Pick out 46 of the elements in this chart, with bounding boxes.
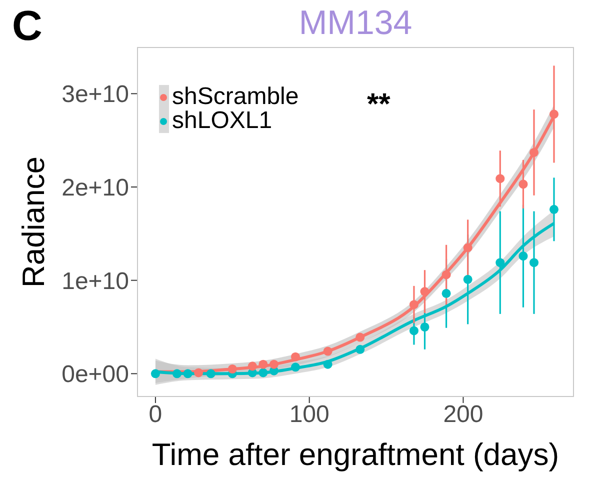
point <box>258 360 268 369</box>
y-tick-label: 1e+10 <box>62 268 129 295</box>
text: C <box>12 2 42 50</box>
point <box>323 346 332 356</box>
point <box>269 360 278 369</box>
x-tick-label: 0 <box>148 401 162 428</box>
legend-label: shScramble <box>172 83 299 110</box>
point <box>518 252 528 261</box>
point <box>463 243 472 252</box>
point <box>409 326 418 336</box>
point <box>248 362 257 371</box>
point <box>150 369 160 378</box>
point <box>549 204 559 214</box>
point <box>183 369 192 378</box>
point <box>518 180 528 189</box>
x-axis-title: Time after engraftment (days) <box>150 437 560 473</box>
point <box>442 270 451 280</box>
point <box>194 368 204 378</box>
point <box>206 369 216 378</box>
point <box>463 274 472 284</box>
point <box>420 287 430 296</box>
point <box>290 352 300 362</box>
x-tick-label: 100 <box>289 401 330 428</box>
point <box>323 360 332 369</box>
point <box>529 258 539 268</box>
x-tick-label: 200 <box>443 401 484 428</box>
point <box>496 258 505 268</box>
annotation: ** <box>367 88 390 122</box>
point <box>356 332 365 342</box>
y-axis-title: Radiance <box>16 156 52 288</box>
point <box>549 110 559 119</box>
point <box>496 174 505 184</box>
y-tick-label: 0e+00 <box>62 361 129 388</box>
chart-title: MM134 <box>298 4 414 43</box>
y-tick-label: 2e+10 <box>62 174 129 202</box>
point <box>228 364 237 374</box>
y-tick-label: 3e+10 <box>62 81 129 108</box>
point <box>442 288 451 298</box>
legend-label: shLOXL1 <box>172 107 272 134</box>
point <box>258 368 268 378</box>
point <box>409 300 418 310</box>
point <box>172 369 182 378</box>
point <box>356 344 365 354</box>
point <box>420 322 430 332</box>
point <box>529 148 539 157</box>
point <box>290 362 300 372</box>
